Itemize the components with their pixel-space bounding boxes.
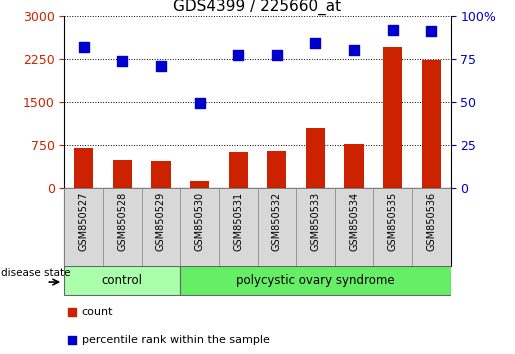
FancyBboxPatch shape [142,188,180,266]
Point [311,41,319,46]
FancyBboxPatch shape [296,188,335,266]
Text: GSM850533: GSM850533 [311,192,320,251]
Bar [422,60,441,188]
Point [427,29,435,34]
FancyBboxPatch shape [64,188,451,266]
FancyBboxPatch shape [180,188,219,266]
FancyBboxPatch shape [64,188,103,266]
Bar [151,161,170,188]
Point [388,27,397,33]
FancyBboxPatch shape [180,266,451,295]
Text: GSM850531: GSM850531 [233,192,243,251]
Text: disease state: disease state [1,268,70,278]
FancyBboxPatch shape [412,188,451,266]
FancyBboxPatch shape [103,188,142,266]
FancyBboxPatch shape [64,266,180,295]
Point [196,101,204,106]
Text: percentile rank within the sample: percentile rank within the sample [82,335,270,345]
Bar [74,148,93,188]
Point [68,337,76,343]
FancyBboxPatch shape [258,188,296,266]
Title: GDS4399 / 225660_at: GDS4399 / 225660_at [174,0,341,15]
Bar [306,127,325,188]
Text: GSM850527: GSM850527 [79,192,89,251]
Point [79,44,88,50]
Bar [229,152,248,188]
Bar [383,47,402,188]
Text: control: control [102,274,143,287]
Bar [190,181,209,188]
FancyBboxPatch shape [219,188,258,266]
Bar [113,160,132,188]
Text: GSM850530: GSM850530 [195,192,204,251]
Text: count: count [82,307,113,317]
Text: GSM850529: GSM850529 [156,192,166,251]
Text: GSM850532: GSM850532 [272,192,282,251]
Text: GSM850535: GSM850535 [388,192,398,251]
Point [157,63,165,69]
Text: GSM850536: GSM850536 [426,192,436,251]
Bar [267,151,286,188]
Text: GSM850534: GSM850534 [349,192,359,251]
FancyBboxPatch shape [373,188,412,266]
Point [350,47,358,53]
Text: GSM850528: GSM850528 [117,192,127,251]
FancyBboxPatch shape [335,188,373,266]
Point [68,309,76,315]
Text: polycystic ovary syndrome: polycystic ovary syndrome [236,274,395,287]
Point [273,53,281,58]
Bar [345,144,364,188]
Point [234,53,242,58]
Point [118,58,127,63]
